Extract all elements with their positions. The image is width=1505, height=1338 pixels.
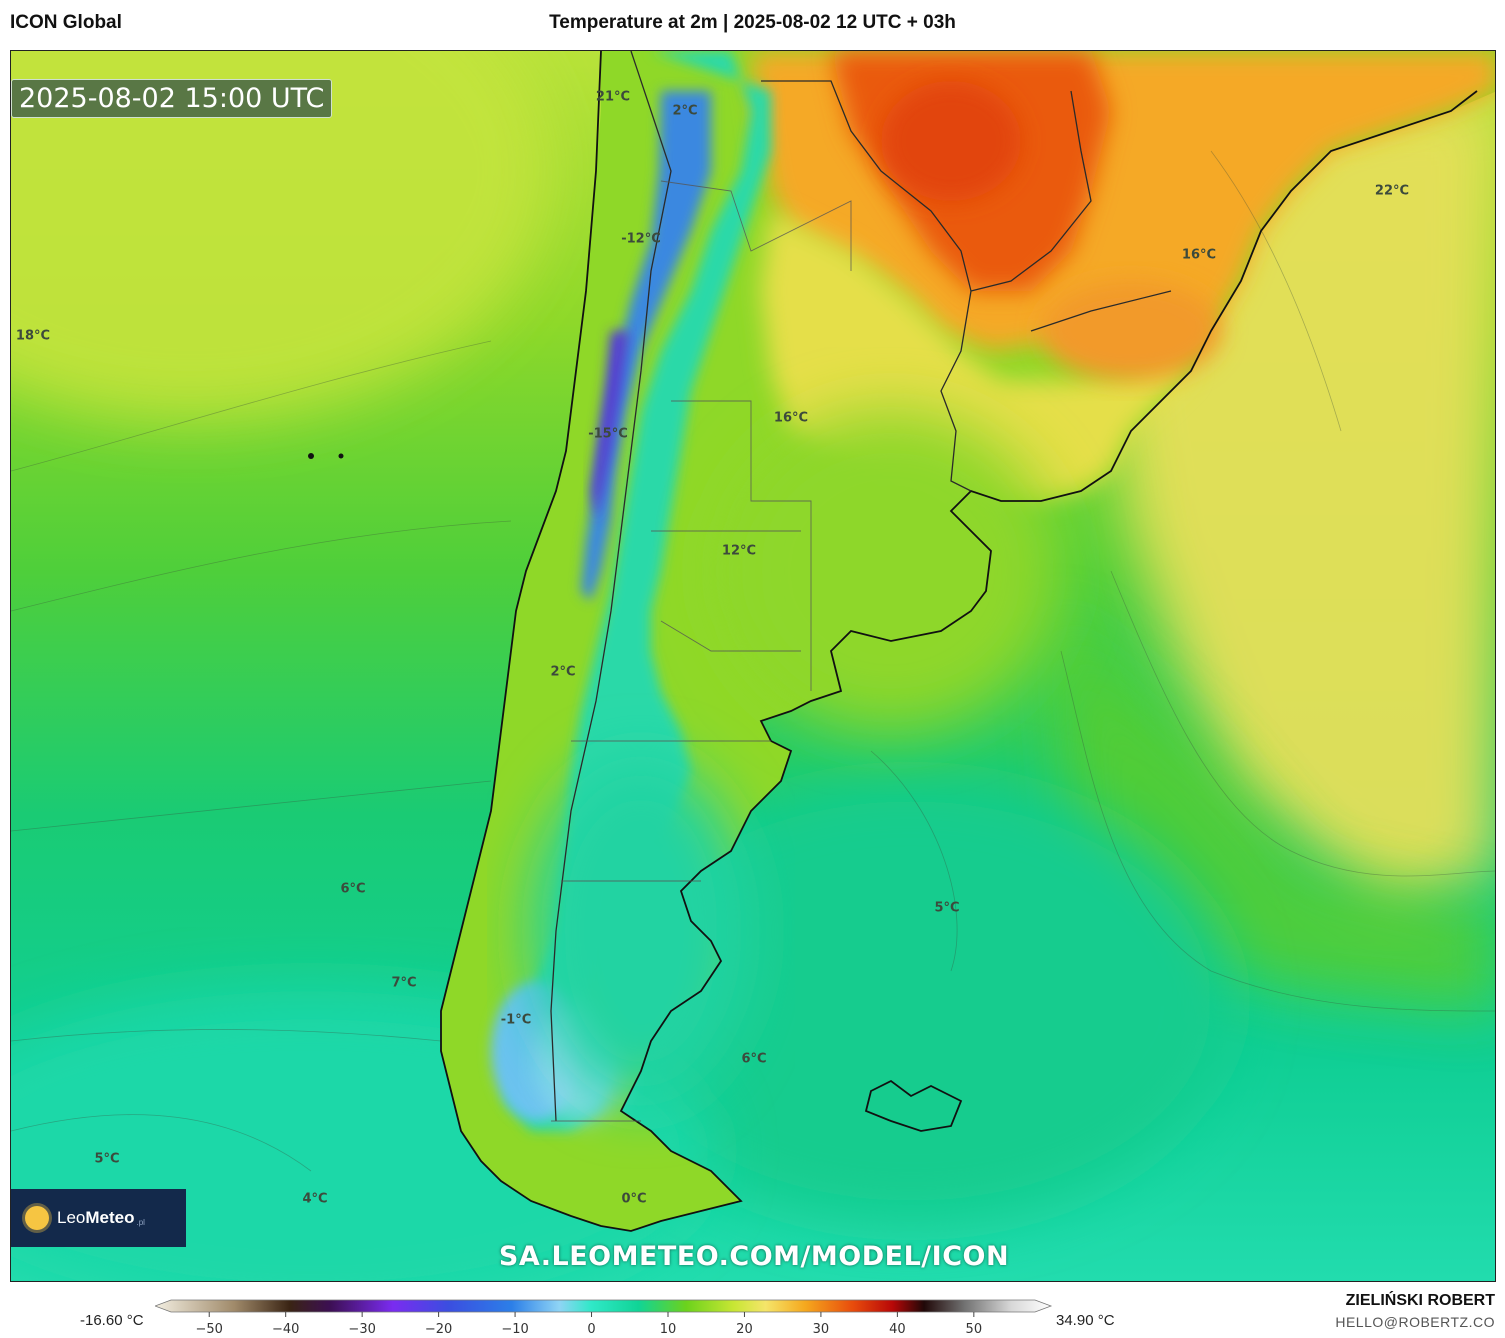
valid-time-badge: 2025-08-02 15:00 UTC [11, 79, 333, 118]
warm-pacific-area [11, 51, 551, 421]
temp-label: 16°C [773, 410, 809, 426]
temp-label: -15°C [588, 426, 628, 442]
colorbar-tick-label: 0 [587, 1322, 595, 1337]
colorbar-min-label: -16.60 °C [80, 1312, 144, 1329]
colorbar-tick-label: 20 [736, 1322, 753, 1337]
temp-label: -1°C [500, 1012, 532, 1028]
province-borders [551, 180, 852, 1122]
temp-label: 7°C [391, 975, 417, 991]
colorbar-tick-label: 30 [813, 1322, 830, 1337]
south-atlantic-cool [591, 781, 1231, 1221]
temp-label: 22°C [1374, 183, 1410, 199]
colorbar-tick-label: 50 [966, 1322, 983, 1337]
leometeo-logo[interactable]: LeoMeteo .pl [11, 1189, 186, 1247]
colorbar-tick-label: 40 [889, 1322, 906, 1337]
temp-label: 5°C [934, 900, 960, 916]
temp-label: 5°C [94, 1151, 120, 1167]
country-borders [550, 51, 1172, 1122]
temp-label: 0°C [621, 1191, 647, 1207]
hot-core-paraguay [881, 81, 1021, 201]
model-name: ICON Global [10, 12, 122, 33]
author-name: ZIELIŃSKI ROBERT [1345, 1292, 1495, 1309]
andes-cold-core [581, 91, 711, 601]
colorbar-tick-label: −40 [272, 1322, 299, 1337]
temp-label: 21°C [595, 89, 631, 105]
colorbar-ticks: −50 −40 −30 −20 −10 0 10 20 30 40 50 [196, 1312, 983, 1337]
warm-rio-grande [1041, 281, 1221, 381]
colorbar-tick-label: −50 [196, 1322, 223, 1337]
temp-label: 16°C [1181, 247, 1217, 263]
colorbar-tick-label: −30 [348, 1322, 375, 1337]
pampas-green [721, 411, 1061, 731]
temp-label: 6°C [340, 881, 366, 897]
map-title: Temperature at 2m | 2025-08-02 12 UTC + … [549, 12, 956, 33]
falkland-islands [308, 453, 344, 459]
author-email[interactable]: HELLO@ROBERTZ.CO [1335, 1314, 1495, 1330]
temp-label: 6°C [741, 1051, 767, 1067]
temperature-map: 2025-08-02 15:00 UTC 21°C 2°C 22°C 16°C … [10, 50, 1496, 1282]
map-canvas [11, 51, 1495, 1281]
coastlines [440, 51, 1478, 1232]
colorbar-max-label: 34.90 °C [1056, 1312, 1115, 1329]
colorbar-tick-label: −20 [425, 1322, 452, 1337]
colorbar-tick-label: 10 [660, 1322, 677, 1337]
temp-label: -12°C [621, 231, 661, 247]
temp-label: 2°C [672, 103, 698, 119]
sun-icon [25, 1206, 49, 1230]
andes-coldest-core [591, 331, 629, 521]
colorbar-bar [155, 1299, 1053, 1313]
temp-label: 4°C [302, 1191, 328, 1207]
patagonia-cool-steppe [531, 761, 751, 1101]
temp-label: 12°C [721, 543, 757, 559]
logo-text: LeoMeteo [57, 1208, 135, 1227]
isotherm-contours [11, 150, 1495, 1172]
colorbar-tick-label: −10 [501, 1322, 528, 1337]
temp-label: 2°C [550, 664, 576, 680]
watermark-url: SA.LEOMETEO.COM/MODEL/ICON [498, 1241, 1010, 1272]
logo-tld: .pl [136, 1217, 145, 1227]
colorbar: −50 −40 −30 −20 −10 0 10 20 30 40 50 [155, 1299, 1053, 1337]
temp-label: 18°C [15, 328, 51, 344]
